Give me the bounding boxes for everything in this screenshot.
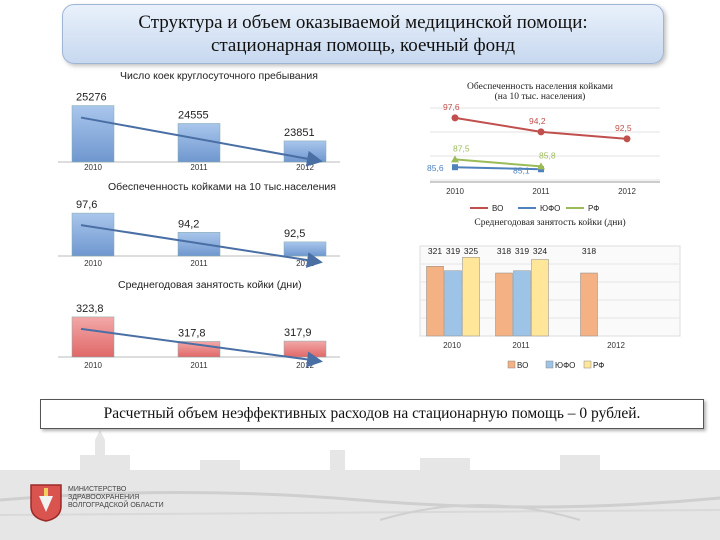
chart-2-value-label-2010: 323,8 [76,303,104,315]
column-series-0-label: 321 [428,246,442,256]
column-chart-tick-label: 2010 [443,341,461,350]
column-series-2-bar-2011 [531,259,549,337]
slide-title-line2: стационарная помощь, коечный фонд [210,35,516,56]
line-chart-tick-label: 2010 [446,187,464,196]
chart-0-tick-label-2012: 2012 [296,163,314,172]
line-series-1 [454,166,542,171]
line-chart-subtitle: (на 10 тыс. населения) [494,92,586,102]
column-series-0-bar-2010 [426,266,444,337]
chart-1-value-label-2011: 94,2 [178,218,199,230]
column-series-1-bar-2010 [444,270,462,337]
slide-title: Структура и объем оказываемой медицинско… [62,4,664,64]
chart-1-value-label-2012: 92,5 [284,228,305,240]
column-series-1-bar-2011 [513,270,531,337]
column-legend-label-0: ВО [517,361,528,370]
chart-0-value-label-2010: 25276 [76,92,107,104]
chart-2-value-label-2012: 317,9 [284,327,312,339]
line-series-0-label: 97,6 [443,102,460,112]
column-series-0-label: 318 [497,246,511,256]
line-series-0-marker [451,114,459,122]
line-series-1-label: 85,1 [513,165,530,175]
chart-2-value-label-2011: 317,8 [178,327,206,339]
line-series-0-marker [623,135,631,143]
line-series-0-marker [537,128,545,136]
ministry-name: МИНИСТЕРСТВО ЗДРАВООХРАНЕНИЯ ВОЛГОГРАДСК… [68,486,164,510]
slide-title-line1: Структура и объем оказываемой медицинско… [138,12,588,33]
line-chart-tick-label: 2012 [618,187,636,196]
column-legend-swatch-2 [583,360,592,369]
chart-2-tick-label-2012: 2012 [296,361,314,370]
chart-0-tick-label-2010: 2010 [84,163,102,172]
line-chart-tick-label: 2011 [532,187,550,196]
chart-1-trend-arrow [80,224,323,268]
column-series-0-bar-2012 [580,272,598,337]
line-series-0-label: 92,5 [615,123,632,133]
city-skyline-decoration [0,430,720,540]
column-series-0-bar-2011 [495,272,513,337]
line-legend-label-1: ЮФО [540,204,560,213]
ministry-line1: МИНИСТЕРСТВО [68,486,127,493]
chart-0-bar-2010 [71,105,115,163]
chart-1-tick-label-2010: 2010 [84,259,102,268]
column-legend-label-1: ЮФО [555,361,575,370]
inefficient-expenses-callout: Расчетный объем неэффективных расходов н… [40,399,704,429]
column-chart-title: Среднегодовая занятость койки (дни) [474,218,626,228]
line-series-2-marker [537,162,545,170]
line-chart-title-text: Обеспеченность населения койками [467,82,613,92]
chart-1-tick-label-2012: 2012 [296,259,314,268]
column-chart-tick-label: 2011 [512,341,530,350]
chart-0-trend-arrow [80,116,323,167]
provision-chart-title: Обеспеченность койками на 10 тыс.населен… [108,181,336,193]
chart-2-tick-label-2011: 2011 [190,361,208,370]
column-legend-label-2: РФ [593,361,604,370]
column-chart-tick-label: 2012 [607,341,625,350]
beds-chart-title: Число коек круглосуточного пребывания [120,70,318,82]
line-series-2-marker [451,155,459,163]
line-series-2 [454,158,542,168]
line-series-2-label: 87,5 [453,143,470,153]
chart-2-tick-label-2010: 2010 [84,361,102,370]
column-legend-swatch-0 [507,360,516,369]
column-series-0-label: 318 [582,246,596,256]
chart-0-tick-label-2011: 2011 [190,163,208,172]
chart-0-value-label-2011: 24555 [178,109,209,121]
chart-0-bar-2011 [177,123,221,163]
occupancy-chart-title: Среднегодовая занятость койки (дни) [118,279,302,291]
line-series-1-label: 85,6 [427,163,444,173]
chart-1-tick-label-2011: 2011 [190,259,208,268]
line-series-1-marker [452,164,458,171]
column-legend-swatch-1 [545,360,554,369]
ministry-line3: ВОЛГОГРАДСКОЙ ОБЛАСТИ [68,502,164,509]
line-chart-title: Обеспеченность населения койками (на 10 … [430,82,650,102]
line-series-0-label: 94,2 [529,116,546,126]
column-series-2-label: 325 [464,246,478,256]
chart-1-bar-2010 [71,212,115,257]
chart-2-bar-2010 [71,316,115,358]
column-series-1-label: 319 [515,246,529,256]
chart-2-trend-arrow [80,327,323,368]
column-series-2-bar-2010 [462,257,480,337]
coat-of-arms-logo [30,484,62,522]
chart-1-value-label-2010: 97,6 [76,199,97,211]
column-series-2-label: 324 [533,246,547,256]
line-legend-label-2: РФ [588,204,599,213]
line-legend-label-0: ВО [492,204,503,213]
column-series-1-label: 319 [446,246,460,256]
chart-0-value-label-2012: 23851 [284,127,315,139]
line-series-2-label: 85,8 [539,150,556,160]
ministry-line2: ЗДРАВООХРАНЕНИЯ [68,494,140,501]
